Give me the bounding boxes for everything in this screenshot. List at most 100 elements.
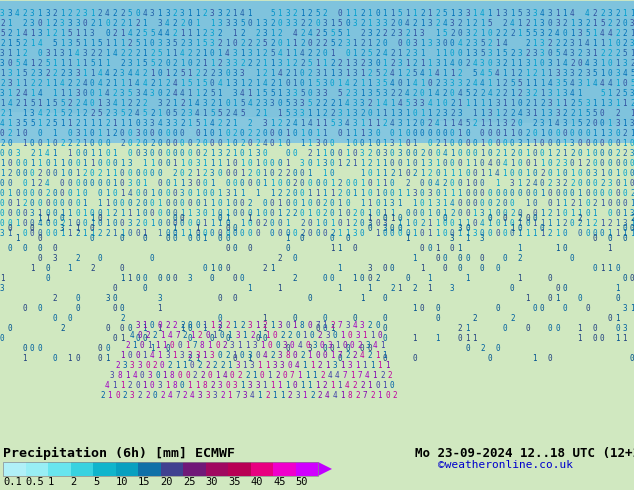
Text: 0: 0 [398,19,402,28]
Text: 1: 1 [120,159,125,168]
Text: 2: 2 [67,9,72,18]
Text: 0: 0 [75,219,80,228]
Text: 1: 1 [398,284,402,293]
Text: 1: 1 [143,179,147,188]
Text: 1: 1 [315,149,320,158]
Text: 2: 2 [368,99,372,108]
Text: 0: 0 [157,129,162,138]
Text: 1: 1 [143,381,147,390]
Text: 3: 3 [210,29,215,38]
Text: 2: 2 [355,391,359,400]
Text: 1: 1 [600,39,605,48]
Text: 0: 0 [180,219,184,228]
Text: 2: 2 [30,69,35,78]
Text: 2: 2 [375,49,380,58]
Text: 2: 2 [315,49,320,58]
Text: 3: 3 [525,109,529,118]
Text: 2: 2 [510,49,515,58]
Text: 1: 1 [37,149,42,158]
Text: 0: 0 [375,321,380,330]
Text: 1: 1 [443,169,447,178]
Text: 0: 0 [90,234,94,243]
Text: 0: 0 [307,179,312,188]
Text: 1: 1 [8,119,12,128]
Text: 0: 0 [435,129,439,138]
Text: 0: 0 [578,129,582,138]
Text: 4: 4 [345,381,349,390]
Text: 1: 1 [15,49,20,58]
Text: 2: 2 [262,321,267,330]
Text: 0.5: 0.5 [25,477,44,487]
Text: 0: 0 [45,159,49,168]
Text: 3: 3 [250,361,255,370]
Text: 2: 2 [443,179,447,188]
Text: 2: 2 [105,119,110,128]
Text: 0: 0 [172,219,177,228]
Text: 0: 0 [270,169,275,178]
Text: 1: 1 [480,99,484,108]
Text: 0: 0 [368,109,372,118]
Text: 3: 3 [262,99,267,108]
Text: 3: 3 [353,59,357,68]
Text: 1: 1 [600,129,605,138]
Text: 0: 0 [37,234,42,243]
Text: 1: 1 [278,79,282,88]
Text: 1: 1 [405,234,410,243]
Text: 2: 2 [607,49,612,58]
Text: 1: 1 [368,214,372,222]
Text: 0: 0 [45,229,49,238]
Text: 1: 1 [8,39,12,48]
Text: 4: 4 [458,119,462,128]
Text: 1: 1 [540,209,545,218]
Text: 2: 2 [615,89,619,98]
Text: 3: 3 [337,109,342,118]
Text: 1: 1 [207,341,212,350]
Text: 0: 0 [188,323,192,333]
Text: 3: 3 [120,89,125,98]
Text: 2: 2 [360,381,365,390]
Text: 1: 1 [105,209,110,218]
Text: 1: 1 [82,229,87,238]
Text: 3: 3 [180,9,184,18]
Text: 5: 5 [503,49,507,58]
Text: 2: 2 [585,19,590,28]
Text: 1: 1 [623,229,627,238]
Text: 1: 1 [443,139,447,148]
Text: 3: 3 [110,371,115,380]
Text: 2: 2 [323,199,327,208]
Text: 0: 0 [240,273,245,283]
Text: 0: 0 [90,169,94,178]
Text: 4: 4 [217,79,222,88]
Text: 3: 3 [375,79,380,88]
Text: 2: 2 [510,314,515,322]
Text: 0: 0 [53,169,57,178]
Text: 0: 0 [150,381,155,390]
Text: 1: 1 [363,361,367,370]
Text: 1: 1 [98,149,102,158]
Text: 3: 3 [202,99,207,108]
Text: 1: 1 [228,361,232,370]
Text: 1: 1 [217,99,222,108]
Text: 0: 0 [382,294,387,303]
Text: 1: 1 [143,39,147,48]
Text: 2: 2 [517,69,522,78]
Text: 5: 5 [593,69,597,78]
Text: 3: 3 [525,59,529,68]
Text: 2: 2 [585,159,590,168]
Text: 3: 3 [30,19,35,28]
Text: 1: 1 [45,29,49,38]
Text: 0: 0 [292,381,297,390]
Text: 2: 2 [427,119,432,128]
Text: 3: 3 [488,49,492,58]
Text: 0: 0 [607,209,612,218]
Text: 0: 0 [225,129,230,138]
Text: 4: 4 [420,69,425,78]
Text: 2: 2 [217,323,222,333]
Text: 1: 1 [345,129,349,138]
Text: 7: 7 [290,371,295,380]
Text: 4: 4 [390,119,394,128]
Text: 2: 2 [240,59,245,68]
Text: 1: 1 [90,229,94,238]
Text: 0: 0 [300,179,304,188]
Text: 4: 4 [297,341,302,350]
